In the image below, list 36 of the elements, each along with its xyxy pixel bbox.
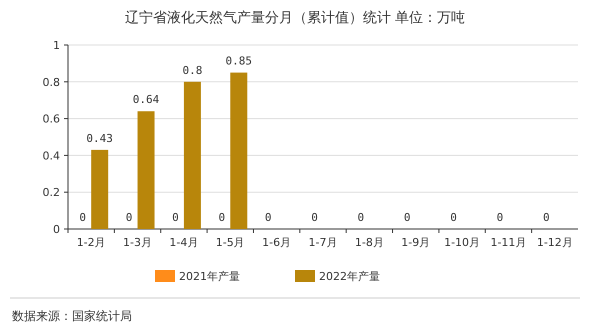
data-label: 0 — [496, 211, 504, 224]
legend-label: 2022年产量 — [319, 270, 380, 283]
data-label: 0 — [311, 211, 318, 224]
data-label: 0.43 — [86, 132, 113, 145]
x-tick-label: 1-5月 — [216, 236, 245, 249]
x-tick-label: 1-9月 — [401, 236, 430, 249]
data-label: 0.85 — [226, 54, 252, 68]
x-tick-label: 1-8月 — [354, 236, 384, 249]
data-label: 0 — [218, 211, 226, 224]
x-tick-label: 1-3月 — [123, 236, 152, 249]
y-tick-label: 0.2 — [42, 186, 60, 200]
data-label: 0.64 — [132, 93, 160, 106]
y-tick-label: 1 — [53, 39, 60, 52]
x-tick-label: 1-12月 — [536, 236, 573, 249]
y-tick-label: 0.6 — [42, 112, 60, 126]
legend-label: 2021年产量 — [179, 270, 240, 283]
data-label: 0 — [264, 211, 272, 224]
data-label: 0 — [543, 211, 550, 224]
y-tick-label: 0.8 — [42, 76, 60, 89]
data-label: 0 — [172, 211, 179, 224]
x-tick-label: 1-10月 — [444, 236, 480, 249]
data-label: 0 — [404, 211, 411, 224]
data-label: 0 — [358, 211, 364, 224]
data-label: 0 — [450, 211, 457, 224]
y-tick-label: 0 — [53, 223, 60, 236]
annotation: 数据来源：国家统计局 — [12, 309, 132, 323]
x-tick-label: 1-11月 — [490, 236, 526, 249]
x-tick-label: 1-6月 — [262, 236, 292, 249]
data-label: 0 — [79, 211, 86, 224]
data-label: 0 — [126, 211, 132, 224]
x-tick-label: 1-2月 — [76, 236, 106, 249]
y-tick-label: 0.4 — [42, 149, 60, 162]
x-tick-label: 1-4月 — [169, 236, 198, 249]
data-label: 0.8 — [182, 64, 202, 77]
x-tick-label: 1-7月 — [308, 236, 338, 249]
title: 辽宁省液化天然气产量分月（累计值）统计 单位：万吨 — [124, 10, 466, 26]
